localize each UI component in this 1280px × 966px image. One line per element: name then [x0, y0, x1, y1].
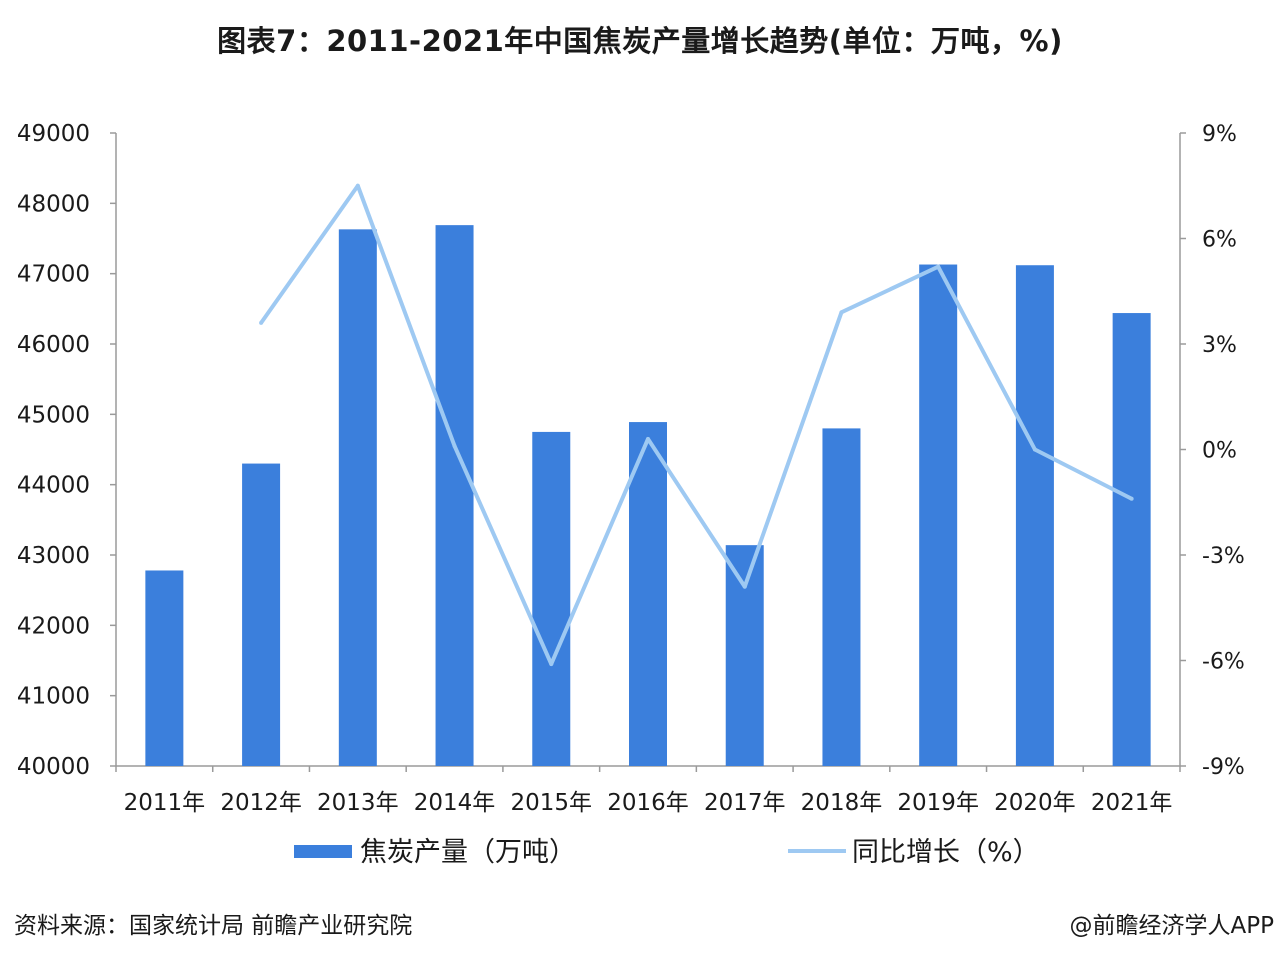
left-tick-label: 42000: [17, 613, 90, 639]
growth-point: [646, 436, 650, 441]
right-tick-label: -3%: [1202, 544, 1245, 569]
growth-point: [1032, 447, 1037, 452]
legend-line-label: 同比增长（%）: [852, 837, 1040, 868]
bar: [1112, 313, 1151, 766]
growth-point: [742, 584, 747, 589]
x-tick-label: 2019年: [897, 790, 979, 816]
right-tick-label: 0%: [1202, 439, 1237, 464]
growth-point: [452, 443, 457, 448]
x-tick-label: 2012年: [220, 790, 302, 816]
chart: 40000 41000 42000 43000 44000 45000 46000 47000…: [17, 121, 1245, 868]
bar: [725, 545, 764, 766]
growth-point: [839, 310, 844, 315]
growth-point: [1129, 496, 1134, 501]
left-tick-label: 46000: [17, 332, 90, 358]
source-note: 资料来源：国家统计局 前瞻产业研究院: [14, 913, 413, 939]
growth-point: [259, 320, 264, 325]
brand-credit: @前瞻经济学人APP: [1069, 913, 1274, 939]
bar: [919, 264, 958, 766]
x-tick-label: 2020年: [994, 790, 1076, 816]
chart-title: 图表7：2011-2021年中国焦炭产量增长趋势(单位：万吨，%): [217, 24, 1063, 58]
x-tick-label: 2015年: [510, 790, 592, 816]
left-tick-label: 41000: [17, 684, 90, 710]
growth-point: [355, 183, 360, 188]
right-tick-label: 3%: [1202, 333, 1237, 358]
x-tick-label: 2017年: [704, 790, 786, 816]
bar: [242, 463, 281, 766]
left-tick-label: 48000: [17, 191, 90, 217]
bar: [145, 570, 184, 766]
bar: [629, 422, 667, 766]
bar: [822, 428, 861, 766]
left-tick-label: 47000: [17, 262, 90, 288]
x-tick-label: 2016年: [607, 790, 689, 816]
bar: [1015, 265, 1054, 766]
x-tick-label: 2014年: [414, 790, 496, 816]
right-tick-label: -9%: [1202, 755, 1245, 780]
bar: [532, 431, 571, 766]
left-tick-label: 45000: [17, 402, 90, 428]
left-tick-label: 40000: [17, 754, 90, 780]
x-tick-label: 2021年: [1091, 790, 1173, 816]
bar: [338, 229, 377, 766]
x-tick-label: 2018年: [801, 790, 883, 816]
left-tick-label: 49000: [17, 121, 90, 147]
right-tick-label: -6%: [1202, 650, 1245, 675]
bar: [435, 225, 474, 767]
left-tick-label: 44000: [17, 473, 90, 499]
right-tick-label: 9%: [1202, 122, 1237, 147]
growth-point: [936, 264, 941, 269]
legend-bar-swatch: [294, 845, 352, 858]
x-tick-label: 2013年: [317, 790, 399, 816]
legend-bar-label: 焦炭产量（万吨）: [360, 837, 576, 868]
growth-point: [549, 662, 554, 667]
x-tick-label: 2011年: [124, 790, 206, 816]
left-tick-label: 43000: [17, 543, 90, 569]
right-tick-label: 6%: [1202, 228, 1237, 253]
growth-line: [259, 183, 1133, 667]
